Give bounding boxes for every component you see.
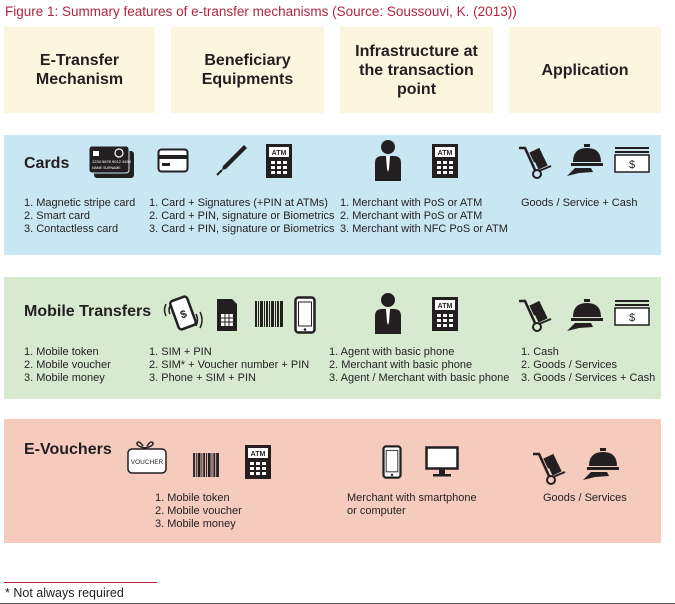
mobile-payment-icon: $ (162, 294, 204, 334)
barcode-icon (193, 453, 219, 477)
list-item: Goods / Services (543, 492, 627, 504)
cash-icon: $ (614, 299, 650, 327)
evouchers-title: E-Vouchers (24, 441, 112, 458)
list-item: 3. Card + PIN, signature or Biometrics (149, 223, 335, 235)
list-item: 3. Merchant with NFC PoS or ATM (340, 223, 508, 235)
atm-label: ATM (272, 150, 287, 157)
card-reader-icon (157, 148, 189, 174)
atm-icon: ATM (431, 143, 459, 179)
list-item: 1. Card + Signatures (+PIN at ATMs) (149, 197, 328, 209)
card-name-text: NAME SURNAME (92, 166, 121, 170)
list-item: 3. Contactless card (24, 223, 119, 235)
hand-truck-icon (517, 297, 553, 333)
list-item: 3. Agent / Merchant with basic phone (329, 372, 510, 384)
atm-label: ATM (438, 303, 453, 310)
list-item: 1. Merchant with PoS or ATM (340, 197, 483, 209)
header-application-label: Application (541, 61, 629, 79)
merchant-icon (373, 292, 403, 334)
list-item: 1. Agent with basic phone (329, 346, 455, 358)
footnote: * Not always required (5, 586, 124, 600)
cash-symbol: $ (629, 159, 635, 171)
hand-truck-icon (517, 144, 553, 180)
mobile-application-list: 1. Cash 2. Goods / Services 3. Goods / S… (521, 346, 655, 385)
service-bell-icon (565, 142, 609, 178)
header-beneficiary: Beneficiary Equipments (171, 27, 324, 113)
list-item: Goods / Service + Cash (521, 197, 638, 209)
header-application: Application (509, 27, 661, 113)
list-item: Merchant with smartphone (347, 492, 477, 504)
mobile-mechanism-list: 1. Mobile token 2. Mobile voucher 3. Mob… (24, 346, 111, 385)
list-item: 2. Merchant with basic phone (329, 359, 473, 371)
atm-label: ATM (438, 150, 453, 157)
monitor-icon (425, 446, 459, 478)
list-item: 2. Mobile voucher (155, 505, 242, 517)
service-bell-icon (581, 446, 625, 482)
list-item: 2. Mobile voucher (24, 359, 111, 371)
list-item: 2. Card + PIN, signature or Biometrics (149, 210, 335, 222)
cash-icon: $ (614, 146, 650, 174)
sim-card-icon (216, 298, 238, 332)
list-item: 2. SIM* + Voucher number + PIN (149, 359, 310, 371)
atm-icon: ATM (431, 296, 459, 332)
list-item: 2. Smart card (24, 210, 91, 222)
mobile-infrastructure-list: 1. Agent with basic phone 2. Merchant wi… (329, 346, 509, 385)
smartphone-icon (382, 445, 402, 479)
header-beneficiary-label: Beneficiary Equipments (201, 52, 294, 88)
list-item: 1. Mobile token (24, 346, 99, 358)
header-infrastructure-label: Infrastructure at the transaction point (355, 42, 478, 98)
voucher-icon: VOUCHER (127, 440, 167, 476)
list-item: or computer (347, 505, 406, 517)
figure-title: Figure 1: Summary features of e-transfer… (5, 4, 517, 19)
cards-application-list: Goods / Service + Cash (521, 197, 637, 210)
cash-symbol: $ (629, 312, 635, 324)
list-item: 2. Goods / Services (521, 359, 617, 371)
merchant-icon (373, 139, 403, 181)
list-item: 3. Mobile money (24, 372, 105, 384)
evouchers-infrastructure-list: Merchant with smartphone or computer (347, 492, 477, 518)
pen-icon (214, 143, 248, 177)
evouchers-beneficiary-list: 1. Mobile token 2. Mobile voucher 3. Mob… (155, 492, 242, 531)
atm-icon: ATM (265, 143, 293, 179)
header-mechanism-label: E-Transfer Mechanism (35, 52, 124, 88)
cards-title: Cards (24, 155, 70, 172)
list-item: 1. Mobile token (155, 492, 230, 504)
cash-symbol: $ (179, 308, 189, 321)
smartphone-icon (294, 296, 316, 334)
evouchers-application-list: Goods / Services (543, 492, 627, 505)
list-item: 3. Mobile money (155, 518, 236, 530)
mobile-title: Mobile Transfers (24, 303, 152, 320)
list-item: 1. SIM + PIN (149, 346, 212, 358)
cards-beneficiary-list: 1. Card + Signatures (+PIN at ATMs) 2. C… (149, 197, 335, 236)
service-bell-icon (565, 297, 609, 333)
hand-truck-icon (531, 450, 567, 486)
footnote-divider (4, 582, 157, 583)
cards-infrastructure-list: 1. Merchant with PoS or ATM 2. Merchant … (340, 197, 508, 236)
list-item: 3. Goods / Services + Cash (521, 372, 656, 384)
list-item: 3. Phone + SIM + PIN (149, 372, 257, 384)
evouchers-band (4, 419, 661, 543)
barcode-icon (255, 301, 283, 327)
card-number-text: 1234 5678 9012 3456 (92, 159, 132, 164)
cards-mechanism-list: 1. Magnetic stripe card 2. Smart card 3.… (24, 197, 135, 236)
mobile-beneficiary-list: 1. SIM + PIN 2. SIM* + Voucher number + … (149, 346, 309, 385)
bank-card-icon: 1234 5678 9012 3456 NAME SURNAME (88, 145, 136, 181)
list-item: 1. Magnetic stripe card (24, 197, 136, 209)
list-item: 1. Cash (521, 346, 559, 358)
atm-label: ATM (251, 451, 266, 458)
atm-icon: ATM (244, 444, 272, 480)
mobile-band (4, 277, 661, 399)
header-mechanism: E-Transfer Mechanism (4, 27, 155, 113)
voucher-label: VOUCHER (131, 459, 164, 466)
list-item: 2. Merchant with PoS or ATM (340, 210, 483, 222)
header-infrastructure: Infrastructure at the transaction point (340, 27, 493, 113)
